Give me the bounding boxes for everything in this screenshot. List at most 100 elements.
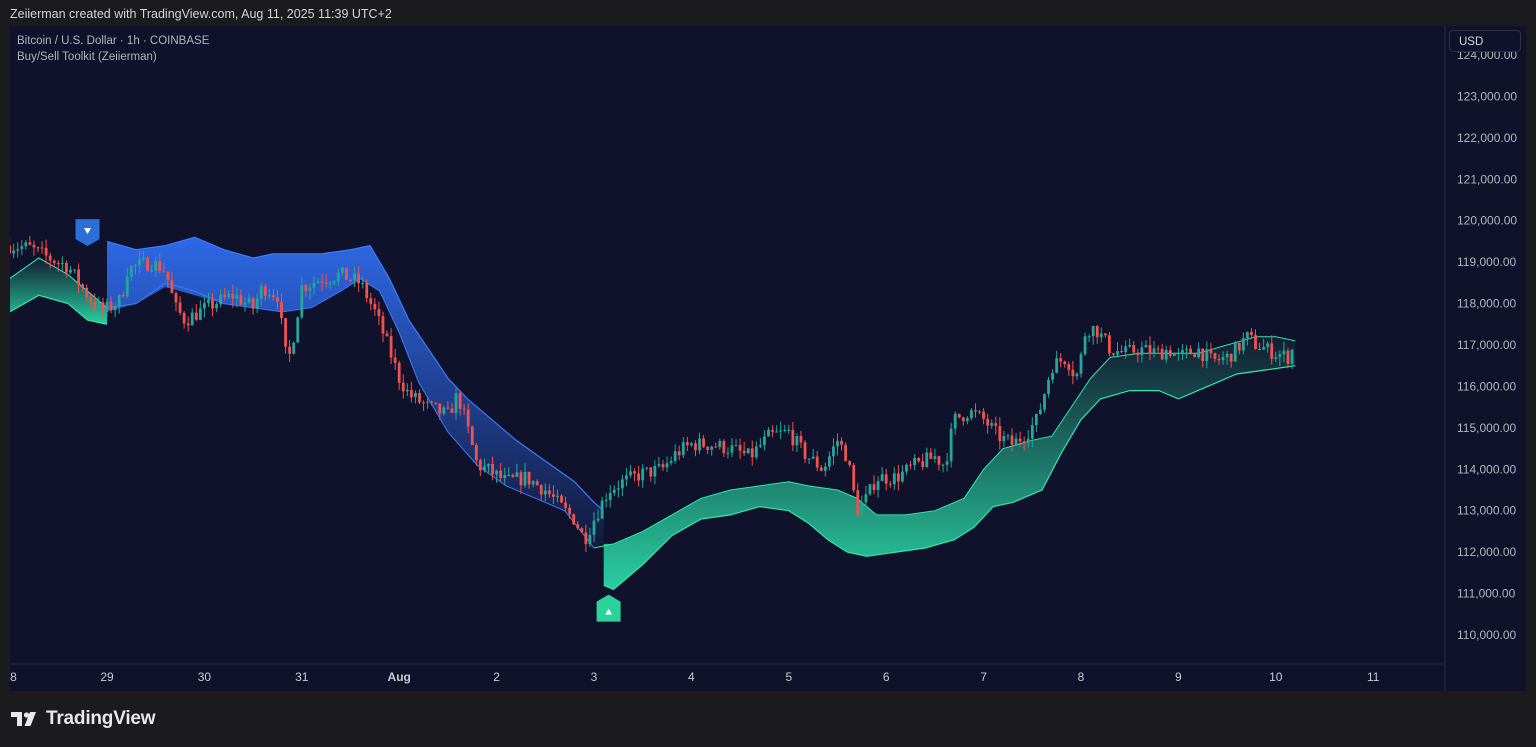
candle-body [543, 490, 547, 495]
candle-body [16, 249, 20, 251]
candle-body [284, 318, 287, 347]
candle-body [917, 458, 921, 462]
candle-body [28, 242, 32, 245]
time-tick-label: 8 [1078, 670, 1085, 684]
candle-body [231, 293, 235, 299]
candle-body [487, 463, 490, 467]
candle-body [547, 490, 551, 495]
price-chart[interactable]: 124,000.00123,000.00122,000.00121,000.00… [10, 26, 1526, 691]
candle-body [677, 451, 681, 456]
time-tick-label: 10 [1269, 670, 1283, 684]
time-tick-label: 8 [10, 670, 17, 684]
candle-body [750, 448, 754, 458]
candle-body [746, 448, 750, 454]
time-tick-label: Aug [388, 670, 411, 684]
candle-body [174, 293, 178, 303]
candle-body [775, 431, 779, 433]
candle-body [1022, 441, 1026, 443]
price-tick-label: 119,000.00 [1457, 255, 1516, 269]
candle-body [162, 271, 166, 273]
candle-body [247, 298, 251, 303]
candle-body [673, 451, 677, 461]
candle-body [730, 445, 734, 453]
candle-body [1059, 358, 1063, 362]
candle-body [40, 247, 44, 249]
candle-body [288, 346, 292, 354]
candle-body [474, 444, 478, 461]
candle-body [308, 287, 312, 292]
chart-pane[interactable]: 124,000.00 123,000.00 122,000.00 121,000.00… [10, 26, 1526, 691]
candle-body [888, 483, 892, 485]
candle-body [259, 286, 263, 299]
price-tick-label: 113,000.00 [1457, 504, 1516, 518]
candle-body [921, 461, 925, 468]
candle-body [641, 468, 645, 481]
candle-body [381, 316, 385, 334]
candle-body [1217, 358, 1221, 361]
candle-body [1221, 357, 1225, 361]
candle-body [1160, 348, 1164, 360]
candle-body [1067, 364, 1071, 370]
candle-body [669, 460, 673, 464]
candle-body [864, 494, 868, 503]
candle-body [1075, 373, 1079, 377]
time-tick-label: 5 [785, 670, 792, 684]
candle-body [292, 342, 296, 354]
candle-body [653, 465, 657, 477]
candle-body [190, 312, 194, 326]
candle-body [616, 488, 620, 490]
candle-body [1262, 347, 1266, 350]
sell-signal-marker [75, 219, 100, 247]
candle-body [1083, 336, 1087, 355]
time-tick-label: 6 [883, 670, 890, 684]
candle-body [211, 299, 214, 309]
candle-body [706, 446, 710, 450]
candle-body [89, 297, 93, 302]
candle-body [373, 303, 377, 310]
candle-body [896, 473, 900, 482]
candle-body [336, 272, 340, 282]
candle-body [1079, 354, 1083, 374]
candle-body [109, 301, 113, 311]
candle-body [271, 295, 275, 298]
time-tick-label: 11 [1367, 670, 1380, 684]
candle-body [913, 458, 917, 466]
candle-body [304, 285, 308, 292]
candle-body [48, 255, 52, 261]
candle-body [905, 464, 908, 472]
candle-body [836, 440, 839, 447]
candle-body [572, 514, 576, 525]
candle-body [649, 467, 653, 477]
price-tick-label: 116,000.00 [1457, 379, 1516, 393]
candle-body [612, 489, 616, 494]
candle-body [12, 250, 16, 254]
candle-body [1172, 353, 1176, 356]
candle-body [856, 490, 860, 516]
symbol-title: Bitcoin / U.S. Dollar · 1h · COINBASE [17, 35, 210, 47]
candle-body [1047, 379, 1050, 395]
time-tick-label: 9 [1175, 670, 1182, 684]
tradingview-branding[interactable]: TradingView [11, 707, 156, 731]
candle-body [552, 494, 555, 497]
candle-body [1140, 347, 1144, 356]
candle-body [458, 393, 462, 409]
candle-body [978, 411, 981, 413]
candle-body [1213, 353, 1217, 359]
candle-body [1095, 325, 1099, 338]
price-tick-label: 120,000.00 [1457, 214, 1517, 228]
price-tick-label: 111,000.00 [1457, 587, 1516, 601]
candle-body [207, 299, 210, 304]
candle-body [1034, 414, 1038, 426]
candle-body [129, 266, 133, 277]
indicator-title: Buy/Sell Toolkit (Zeiierman) [17, 51, 157, 63]
candle-body [1156, 348, 1160, 350]
currency-selector[interactable]: USD [1449, 30, 1521, 52]
price-tick-label: 114,000.00 [1457, 462, 1516, 476]
candle-body [945, 461, 949, 465]
candle-body [397, 362, 401, 383]
candle-body [1286, 350, 1290, 364]
candle-body [523, 471, 527, 486]
candle-body [901, 471, 904, 482]
price-tick-label: 112,000.00 [1457, 545, 1516, 559]
candle-body [539, 485, 543, 495]
